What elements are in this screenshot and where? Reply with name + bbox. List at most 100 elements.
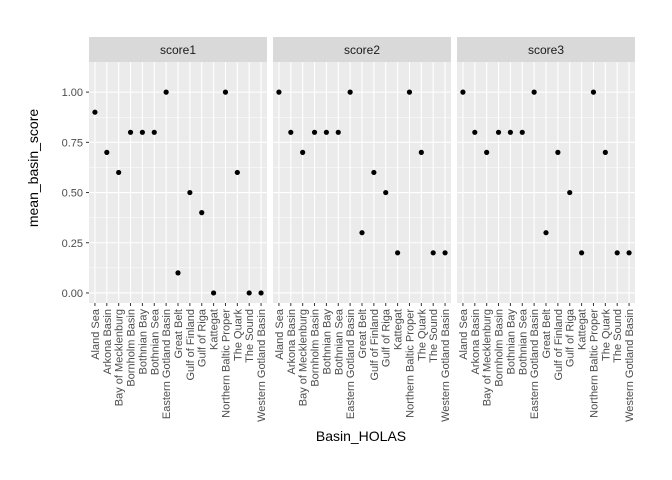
data-point xyxy=(323,129,329,135)
x-tick-label: Bay of Mecklenburg xyxy=(482,309,494,406)
x-tick-label: Eastern Gotland Basin xyxy=(345,309,357,419)
data-point xyxy=(406,89,413,95)
x-tick-label: Great Belt xyxy=(541,309,553,359)
x-tick-label: Great Belt xyxy=(173,309,185,359)
x-axis-title: Basin_HOLAS xyxy=(316,428,406,444)
x-tick-label: The Sound xyxy=(428,309,440,363)
x-tick-label: Gulf of Finland xyxy=(553,309,565,381)
x-tick-label: Northern Baltic Proper xyxy=(588,309,600,418)
data-point xyxy=(246,290,252,296)
x-tick-label: Western Gotland Basin xyxy=(440,309,452,422)
x-tick-label: Aland Sea xyxy=(274,308,286,360)
x-tick-label: The Quark xyxy=(600,309,612,361)
x-tick-label: Western Gotland Basin xyxy=(624,309,636,422)
data-point xyxy=(484,149,490,155)
data-point xyxy=(127,129,134,135)
x-tick-label: Bornholm Basin xyxy=(494,309,506,387)
data-point xyxy=(222,89,229,95)
x-tick-label: Gulf of Riga xyxy=(197,308,209,367)
x-tick-label: Aland Sea xyxy=(458,308,470,360)
data-point xyxy=(507,129,513,135)
data-point xyxy=(211,290,217,296)
data-point xyxy=(234,169,240,176)
data-point xyxy=(92,109,98,115)
x-tick-label: The Sound xyxy=(612,309,624,363)
data-point xyxy=(395,250,401,256)
data-point xyxy=(531,89,537,95)
x-tick-label: Bay of Mecklenburg xyxy=(298,309,310,406)
y-tick-label: 1.00 xyxy=(62,87,83,99)
data-point xyxy=(543,230,549,236)
data-point xyxy=(311,129,318,135)
x-tick-label: Kattegat xyxy=(393,309,405,350)
x-tick-label: Gulf of Finland xyxy=(369,309,381,381)
data-point xyxy=(519,129,525,135)
x-tick-label: Arkona Basin xyxy=(286,309,298,374)
data-point xyxy=(258,290,264,296)
data-point xyxy=(104,149,110,155)
y-tick-label: 0.75 xyxy=(62,137,83,149)
x-tick-label: Northern Baltic Proper xyxy=(404,309,416,418)
y-axis-title: mean_basin_score xyxy=(25,109,41,228)
x-tick-label: Arkona Basin xyxy=(470,309,482,374)
data-point xyxy=(359,230,365,236)
facet-strip-label: score2 xyxy=(344,43,380,57)
data-point xyxy=(288,129,294,135)
x-tick-label: Bothnian Bay xyxy=(321,309,333,375)
facet-strip-label: score1 xyxy=(160,43,196,57)
data-point xyxy=(590,89,597,95)
facet-strip-label: score3 xyxy=(528,43,564,57)
data-point xyxy=(383,189,389,196)
x-tick-label: Gulf of Finland xyxy=(185,309,197,381)
x-tick-label: Great Belt xyxy=(357,309,369,359)
x-tick-label: Bothnian Bay xyxy=(137,309,149,375)
x-tick-label: The Sound xyxy=(244,309,256,363)
x-tick-label: Gulf of Riga xyxy=(381,308,393,367)
facet-strip xyxy=(89,37,267,62)
x-tick-label: Kattegat xyxy=(209,309,221,350)
data-point xyxy=(472,129,478,135)
x-tick-label: The Quark xyxy=(232,309,244,361)
y-tick-label: 0.25 xyxy=(62,238,83,250)
x-tick-label: Eastern Gotland Basin xyxy=(529,309,541,419)
facet-strip xyxy=(457,37,635,62)
y-tick-label: 0.00 xyxy=(62,288,83,300)
data-point xyxy=(418,149,424,155)
x-tick-label: Arkona Basin xyxy=(102,309,114,374)
x-tick-label: Aland Sea xyxy=(90,308,102,360)
data-point xyxy=(139,129,145,135)
x-tick-label: The Quark xyxy=(416,309,428,361)
data-point xyxy=(187,189,193,196)
data-point xyxy=(199,210,205,216)
data-point xyxy=(579,250,585,256)
x-tick-label: Gulf of Riga xyxy=(565,308,577,367)
x-tick-label: Bornholm Basin xyxy=(126,309,138,387)
x-tick-label: Bothnian Sea xyxy=(517,308,529,375)
data-point xyxy=(371,169,377,176)
data-point xyxy=(276,89,282,95)
data-point xyxy=(430,250,436,256)
y-tick-label: 0.50 xyxy=(62,188,83,200)
x-tick-label: Bothnian Sea xyxy=(149,308,161,375)
x-tick-label: Kattegat xyxy=(577,309,589,350)
data-point xyxy=(495,129,502,135)
data-point xyxy=(460,89,466,95)
data-point xyxy=(347,89,353,95)
x-tick-label: Bay of Mecklenburg xyxy=(114,309,126,406)
facet-panel-score2: score2 Aland Sea Arkona Basin Bay of Meckle… xyxy=(273,37,452,422)
facet-panel-score1: score1 Aland Sea Arkona Basin Bay of Meckle… xyxy=(89,37,268,422)
facet-panel-score3: score3 Aland Sea Arkona Basin Bay of Meckle… xyxy=(457,37,636,422)
data-point xyxy=(442,250,448,256)
x-tick-label: Bornholm Basin xyxy=(310,309,322,387)
data-point xyxy=(300,149,306,155)
data-point xyxy=(614,250,620,256)
data-point xyxy=(602,149,608,155)
x-tick-label: Northern Baltic Proper xyxy=(220,309,232,418)
facet-strip xyxy=(273,37,451,62)
x-tick-label: Western Gotland Basin xyxy=(256,309,268,422)
data-point xyxy=(151,129,157,135)
data-point xyxy=(555,149,561,155)
data-point xyxy=(163,89,169,95)
